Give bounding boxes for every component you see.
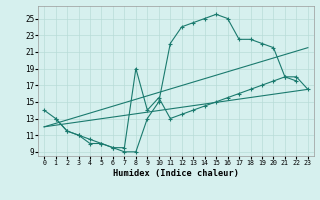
X-axis label: Humidex (Indice chaleur): Humidex (Indice chaleur) bbox=[113, 169, 239, 178]
